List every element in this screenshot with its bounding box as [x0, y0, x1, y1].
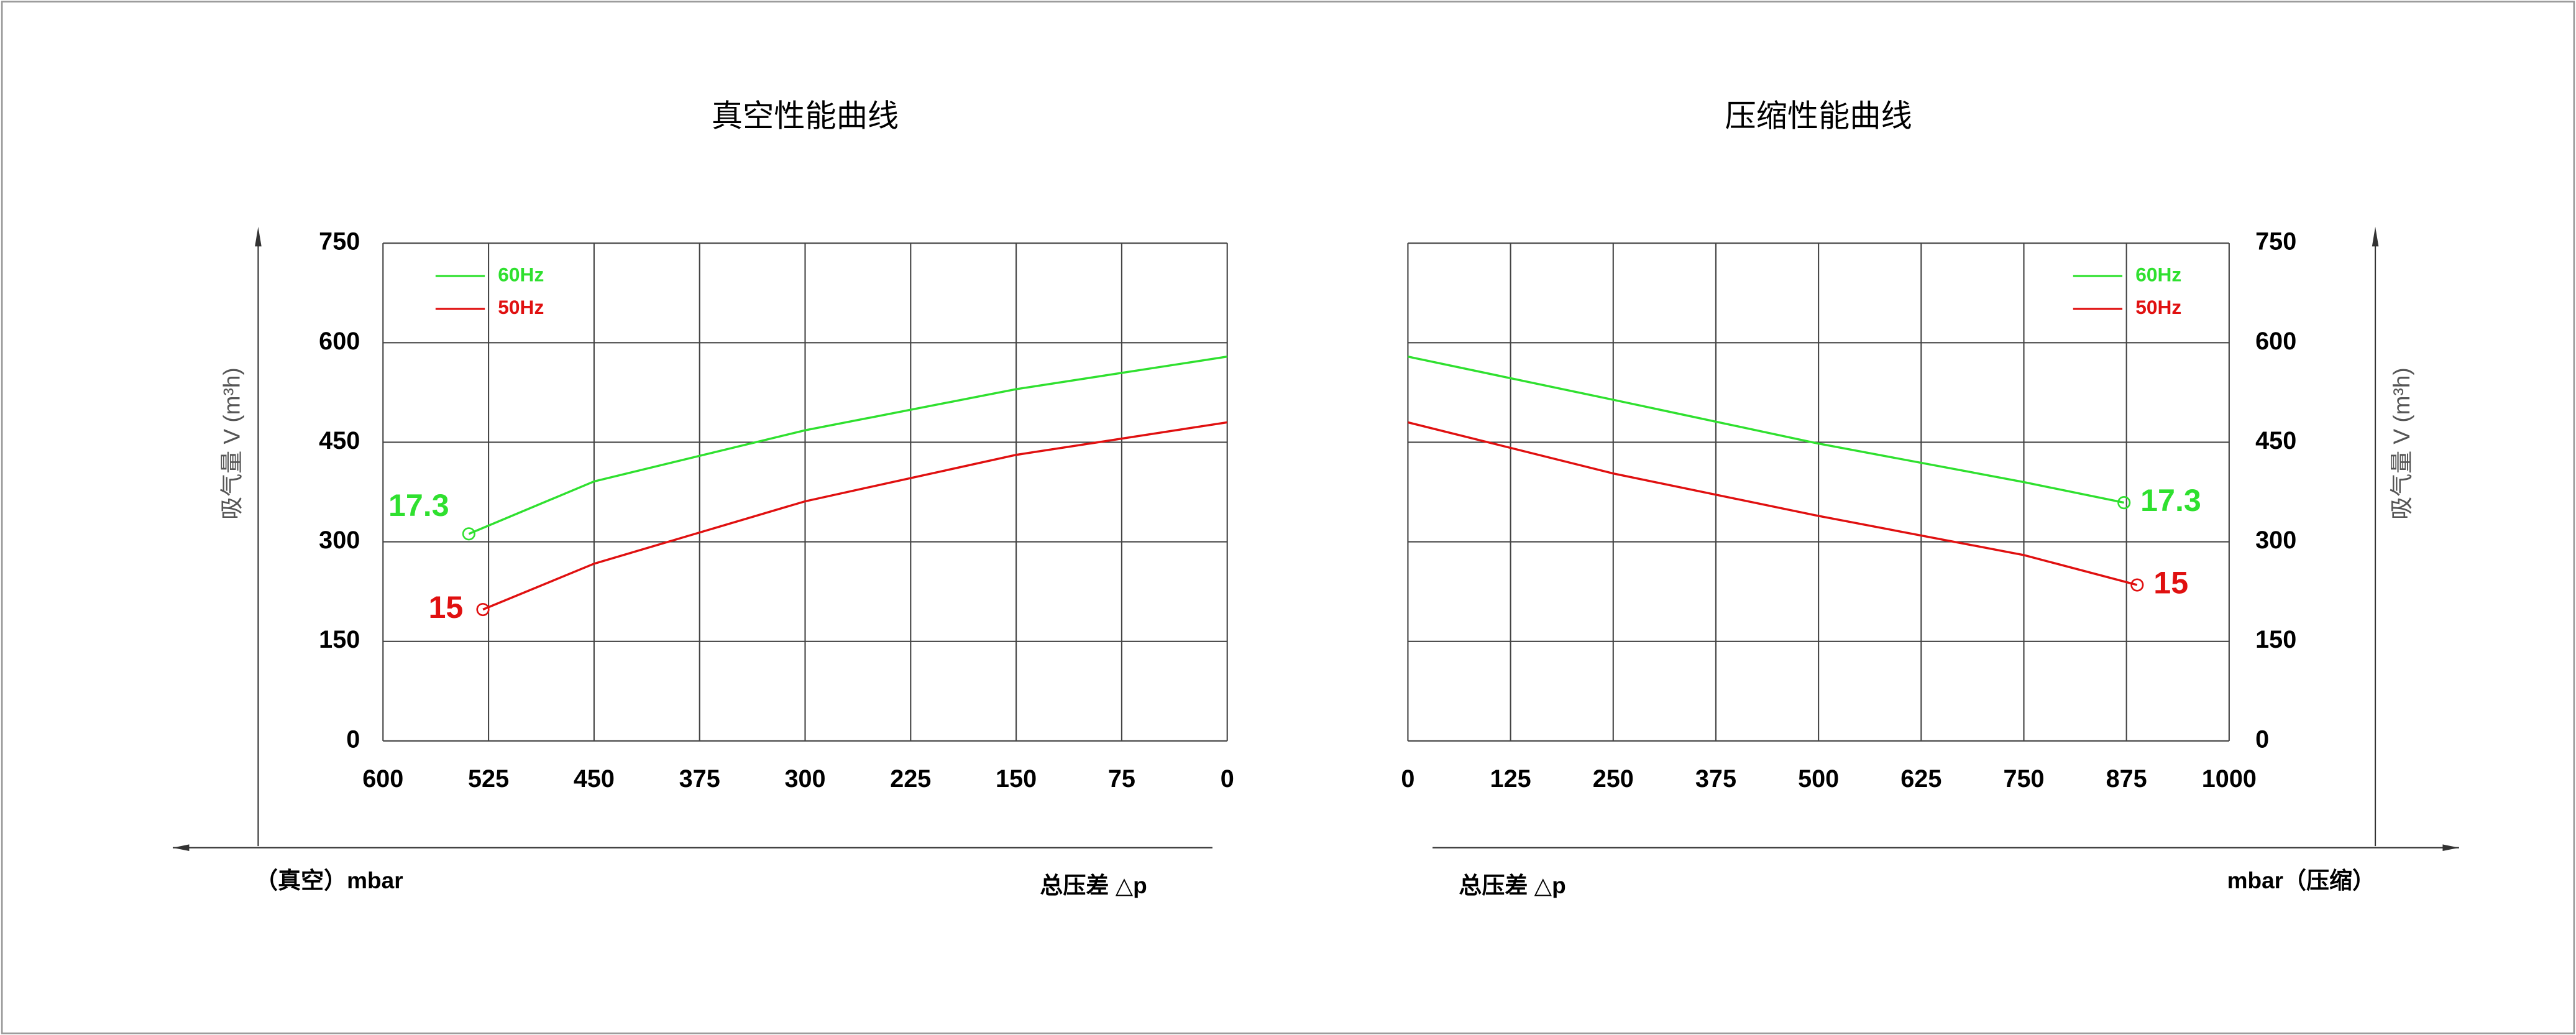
x-tick-label: 750	[2003, 765, 2044, 793]
x-tick-label: 250	[1593, 765, 1634, 793]
annotation: 17.3	[2140, 483, 2201, 518]
y-tick-label: 750	[319, 228, 360, 255]
chart-title: 压缩性能曲线	[1725, 99, 1912, 134]
x-tick-label: 450	[574, 765, 615, 793]
legend-label: 50Hz	[2135, 296, 2181, 318]
x-tick-label: 600	[362, 765, 403, 793]
x-axis-label: 总压差 △p	[1459, 873, 1565, 898]
end-marker	[2117, 496, 2131, 510]
y-tick-label: 450	[2255, 427, 2296, 454]
x-axis-unit: mbar（压缩）	[2227, 868, 2375, 893]
axis-arrow	[2442, 844, 2459, 851]
y-tick-label: 300	[319, 527, 360, 554]
y-tick-label: 150	[2255, 626, 2296, 653]
axis-arrow	[2372, 226, 2379, 247]
x-tick-label: 0	[1401, 765, 1414, 793]
legend-label: 60Hz	[2135, 263, 2181, 285]
x-tick-label: 625	[1900, 765, 1941, 793]
x-axis-unit: （真空）mbar	[255, 868, 403, 893]
series-line	[468, 356, 1227, 535]
x-tick-label: 375	[1695, 765, 1736, 793]
y-tick-label: 150	[319, 626, 360, 653]
y-axis-label: 吸气量 V (m³h)	[219, 367, 245, 520]
y-tick-label: 450	[319, 427, 360, 454]
legend-label: 50Hz	[498, 296, 544, 318]
annotation: 17.3	[388, 488, 449, 523]
legend-label: 60Hz	[498, 263, 544, 285]
series-line	[1408, 356, 2125, 504]
end-marker	[2130, 578, 2144, 592]
annotation: 15	[428, 590, 463, 625]
annotation: 15	[2153, 565, 2188, 600]
y-tick-label: 600	[319, 328, 360, 355]
end-marker	[476, 602, 490, 617]
x-tick-label: 300	[784, 765, 825, 793]
x-tick-label: 75	[1108, 765, 1135, 793]
x-tick-label: 0	[1221, 765, 1234, 793]
series-line	[1408, 421, 2138, 586]
y-axis-label: 吸气量 V (m³h)	[2389, 367, 2414, 520]
y-tick-label: 0	[346, 725, 360, 753]
y-tick-label: 300	[2255, 527, 2296, 554]
axis-arrow	[255, 226, 262, 247]
end-marker	[462, 527, 475, 541]
x-tick-label: 875	[2106, 765, 2147, 793]
y-tick-label: 600	[2255, 328, 2296, 355]
x-tick-label: 1000	[2202, 765, 2257, 793]
x-tick-label: 525	[468, 765, 509, 793]
x-tick-label: 150	[996, 765, 1037, 793]
y-tick-label: 750	[2255, 228, 2296, 255]
x-tick-label: 375	[679, 765, 720, 793]
x-tick-label: 500	[1798, 765, 1839, 793]
x-tick-label: 125	[1490, 765, 1531, 793]
x-axis-label: 总压差 △p	[1040, 873, 1147, 898]
x-tick-label: 225	[890, 765, 931, 793]
series-line	[482, 421, 1227, 611]
chart-title: 真空性能曲线	[712, 99, 899, 134]
y-tick-label: 0	[2255, 725, 2269, 753]
axis-arrow	[173, 844, 190, 851]
